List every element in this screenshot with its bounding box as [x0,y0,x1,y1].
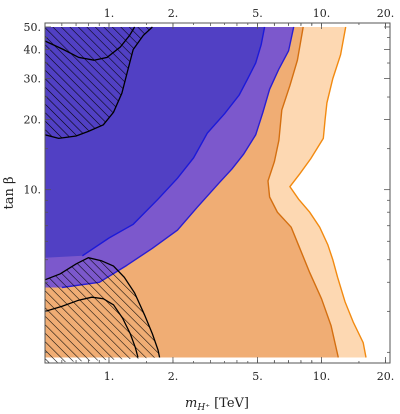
regions-layer [45,26,367,363]
y-tick-label: 20. [24,114,42,127]
x-top-tick-label: 20. [377,7,395,20]
x-tick-label: 2. [168,370,179,383]
x-tick-label: 5. [252,370,263,383]
region-hatched-lower-outline [45,257,161,358]
x-axis-title-subscript: H⁺ [196,403,210,413]
region-purple-light-edge [61,26,295,289]
y-axis-title: tan β [2,177,17,210]
plot-frame [44,22,391,364]
region-hatched-upper-fill [45,27,153,139]
x-top-tick-label: 10. [313,7,331,20]
region-hatched-lower-inner [45,296,139,358]
x-tick-label: 20. [377,370,395,383]
y-tick-label: 10. [24,184,42,197]
x-tick-label: 1. [104,370,115,383]
x-top-tick-label: 2. [168,7,179,20]
y-tick-label: 50. [24,21,42,34]
x-axis-title: mH⁺ [TeV] [185,396,249,413]
region-purple-dark-edge [82,26,266,257]
region-orange-mid-edge [267,26,339,358]
x-axis-title-unit: [TeV] [210,396,249,411]
y-tick-label: 40. [24,44,42,57]
ticks-layer: 1. 2. 5. 10. 20. 1. 2. 5. 10. 20. 10. 20. 30. 40. 50. [24,7,395,383]
x-top-tick-label: 5. [252,7,263,20]
region-hatched-upper-outline [45,26,153,140]
y-tick-label: 30. [24,73,42,86]
region-orange-light-edge [289,26,367,358]
x-top-tick-label: 1. [104,7,115,20]
x-axis-title-base: m [185,396,197,411]
x-tick-label: 10. [313,370,331,383]
region-hatched-upper-inner [45,26,136,61]
